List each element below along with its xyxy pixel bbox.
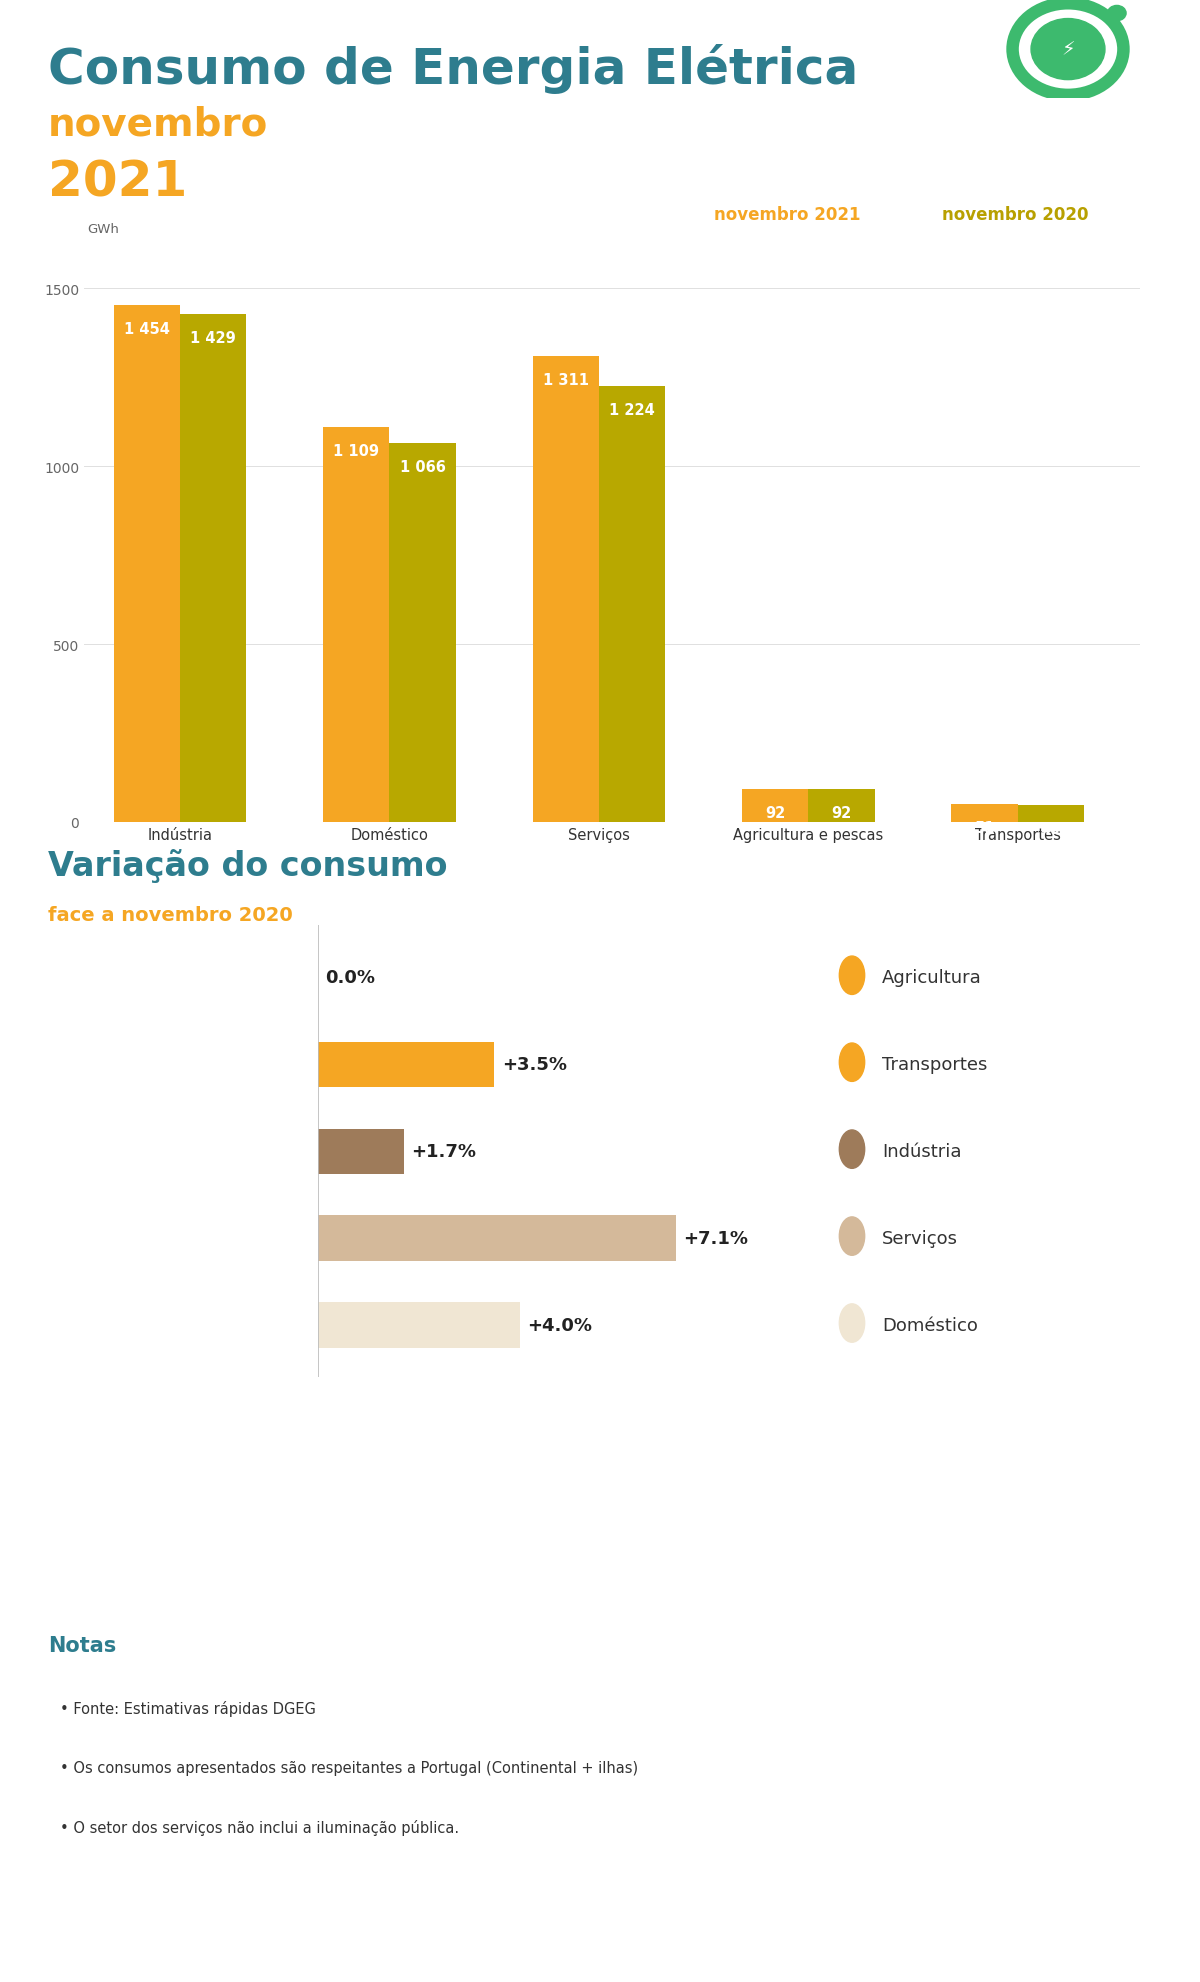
Text: 0.0%: 0.0%: [325, 969, 376, 987]
Text: Doméstico: Doméstico: [882, 1316, 978, 1334]
Text: +3.5%: +3.5%: [502, 1056, 566, 1074]
Text: • Os consumos apresentados são respeitantes a Portugal (Continental + ilhas): • Os consumos apresentados são respeitan…: [60, 1760, 638, 1776]
Text: novembro 2021: novembro 2021: [714, 206, 860, 224]
Bar: [114, 305, 180, 823]
Text: • O setor dos serviços não inclui a iluminação pública.: • O setor dos serviços não inclui a ilum…: [60, 1819, 460, 1835]
Circle shape: [839, 1217, 865, 1257]
Text: GWh: GWh: [88, 224, 119, 236]
Circle shape: [1031, 20, 1105, 81]
Text: • Fonte: Estimativas rápidas DGEG: • Fonte: Estimativas rápidas DGEG: [60, 1701, 316, 1716]
Text: +4.0%: +4.0%: [527, 1316, 592, 1334]
Text: 49: 49: [1040, 821, 1061, 836]
Circle shape: [1108, 6, 1126, 22]
Bar: [742, 789, 809, 823]
Text: 1 454: 1 454: [124, 321, 169, 337]
Text: 51: 51: [974, 821, 995, 834]
Text: 1 224: 1 224: [610, 402, 655, 418]
Text: +7.1%: +7.1%: [684, 1229, 749, 1247]
Circle shape: [839, 1043, 865, 1082]
Text: Consumo de Energia Elétrica: Consumo de Energia Elétrica: [48, 44, 858, 93]
Text: +1.7%: +1.7%: [412, 1142, 476, 1161]
Text: 92: 92: [832, 807, 852, 821]
Bar: [318, 1130, 403, 1173]
Bar: [952, 805, 1018, 823]
Text: 1 311: 1 311: [542, 373, 589, 386]
Bar: [323, 428, 390, 823]
Text: 1 429: 1 429: [191, 331, 236, 345]
Text: face a novembro 2020: face a novembro 2020: [48, 906, 293, 926]
Text: novembro: novembro: [48, 105, 269, 143]
Bar: [533, 357, 599, 823]
Text: 1 066: 1 066: [400, 460, 445, 474]
Text: 92: 92: [766, 807, 785, 821]
Text: Agricultura: Agricultura: [882, 969, 982, 987]
Text: Variação do consumo: Variação do consumo: [48, 848, 448, 882]
Bar: [390, 444, 456, 823]
Text: Notas: Notas: [48, 1635, 116, 1655]
Text: ⚡: ⚡: [1061, 40, 1075, 59]
Text: 1 109: 1 109: [334, 444, 379, 460]
Text: Indústria: Indústria: [882, 1142, 961, 1161]
Circle shape: [839, 1304, 865, 1342]
Bar: [318, 1302, 520, 1348]
Bar: [1018, 805, 1084, 823]
Bar: [180, 315, 246, 823]
Bar: [318, 1215, 676, 1261]
Circle shape: [839, 1130, 865, 1169]
Text: Serviços: Serviços: [882, 1229, 958, 1247]
Bar: [318, 1043, 494, 1088]
Text: 2021: 2021: [48, 159, 187, 206]
Text: novembro 2020: novembro 2020: [942, 206, 1088, 224]
Circle shape: [839, 957, 865, 995]
Text: Transportes: Transportes: [882, 1056, 988, 1074]
Bar: [809, 789, 875, 823]
Bar: [599, 386, 665, 823]
